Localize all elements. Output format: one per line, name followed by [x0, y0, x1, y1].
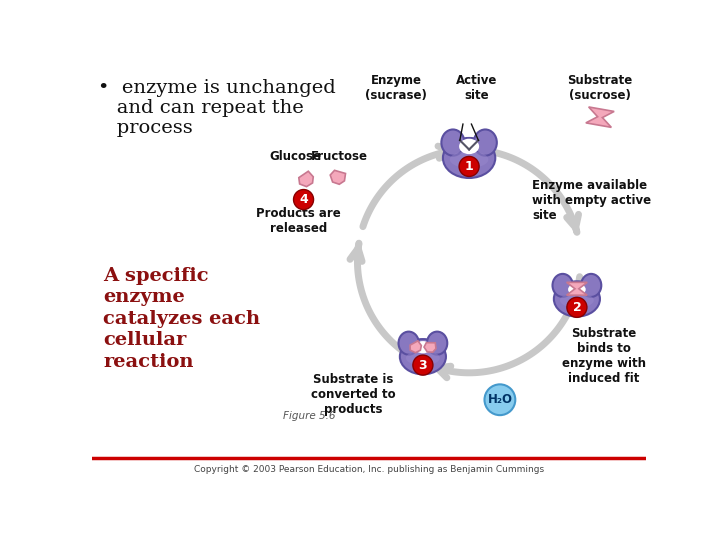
- Polygon shape: [330, 170, 346, 184]
- Text: Substrate
binds to
enzyme with
induced fit: Substrate binds to enzyme with induced f…: [562, 327, 646, 384]
- Text: and can repeat the: and can repeat the: [98, 99, 304, 117]
- Polygon shape: [299, 171, 313, 187]
- Polygon shape: [410, 341, 421, 353]
- Ellipse shape: [427, 332, 447, 355]
- Ellipse shape: [554, 281, 600, 316]
- Ellipse shape: [398, 332, 419, 355]
- Ellipse shape: [450, 151, 488, 168]
- Circle shape: [294, 190, 314, 210]
- Ellipse shape: [568, 284, 585, 295]
- Text: 1: 1: [464, 160, 474, 173]
- Circle shape: [459, 157, 479, 177]
- Text: Figure 5.6: Figure 5.6: [283, 411, 336, 421]
- Ellipse shape: [474, 130, 497, 156]
- Circle shape: [413, 355, 433, 375]
- Polygon shape: [586, 107, 614, 127]
- Text: Substrate is
converted to
products: Substrate is converted to products: [311, 373, 396, 416]
- Text: Enzyme
(sucrase): Enzyme (sucrase): [365, 74, 427, 102]
- Text: Glucose: Glucose: [270, 150, 322, 164]
- Text: •  enzyme is unchanged: • enzyme is unchanged: [98, 79, 336, 97]
- Text: Substrate
(sucrose): Substrate (sucrose): [567, 74, 633, 102]
- Ellipse shape: [400, 339, 446, 374]
- Text: Copyright © 2003 Pearson Education, Inc. publishing as Benjamin Cummings: Copyright © 2003 Pearson Education, Inc.…: [194, 465, 544, 474]
- Ellipse shape: [459, 139, 479, 154]
- Text: enzyme: enzyme: [104, 288, 185, 306]
- Text: Products are
released: Products are released: [256, 207, 341, 235]
- Circle shape: [567, 298, 587, 318]
- Text: process: process: [98, 119, 193, 137]
- Text: A specific: A specific: [104, 267, 209, 285]
- Ellipse shape: [414, 341, 432, 353]
- Text: Enzyme available
with empty active
site: Enzyme available with empty active site: [532, 179, 652, 222]
- Text: 4: 4: [300, 193, 308, 206]
- Text: H₂O: H₂O: [487, 393, 513, 406]
- Ellipse shape: [406, 350, 440, 366]
- Text: Fructose: Fructose: [311, 150, 368, 164]
- Text: 2: 2: [572, 301, 581, 314]
- Text: 3: 3: [418, 359, 427, 372]
- Polygon shape: [424, 343, 436, 352]
- Polygon shape: [567, 282, 588, 295]
- Text: reaction: reaction: [104, 353, 194, 371]
- Ellipse shape: [560, 293, 594, 308]
- Text: cellular: cellular: [104, 331, 186, 349]
- Ellipse shape: [441, 130, 464, 156]
- Text: Active
site: Active site: [456, 74, 498, 102]
- Ellipse shape: [552, 274, 573, 297]
- Ellipse shape: [581, 274, 601, 297]
- Ellipse shape: [443, 138, 495, 178]
- Circle shape: [485, 384, 516, 415]
- Text: catalyzes each: catalyzes each: [104, 309, 261, 328]
